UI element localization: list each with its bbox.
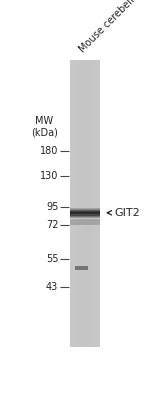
Bar <box>87 60 88 347</box>
Bar <box>70 60 71 347</box>
Bar <box>76 60 77 347</box>
Bar <box>70 216 100 217</box>
Bar <box>70 214 100 215</box>
Bar <box>77 60 79 347</box>
Bar <box>82 60 84 347</box>
Bar <box>75 266 88 270</box>
Bar <box>70 216 100 217</box>
Bar <box>70 60 100 347</box>
Bar <box>70 213 100 214</box>
Bar <box>96 60 97 347</box>
Bar <box>70 210 100 211</box>
Text: MW
(kDa): MW (kDa) <box>31 116 58 137</box>
Bar <box>85 60 87 347</box>
Text: GIT2: GIT2 <box>115 208 140 218</box>
Bar <box>70 208 100 209</box>
Bar <box>70 210 100 211</box>
Bar <box>70 209 100 210</box>
Bar <box>70 208 100 209</box>
Bar <box>74 60 76 347</box>
Text: 55: 55 <box>46 254 58 264</box>
Text: 95: 95 <box>46 202 58 212</box>
Bar <box>70 217 100 218</box>
Text: 130: 130 <box>40 171 58 181</box>
Bar <box>70 209 100 210</box>
Bar <box>81 60 82 347</box>
Bar <box>70 214 100 215</box>
Text: 43: 43 <box>46 282 58 292</box>
Bar <box>73 60 74 347</box>
Bar <box>97 60 99 347</box>
Bar <box>70 211 100 212</box>
Bar <box>70 212 100 213</box>
Bar <box>94 60 96 347</box>
Text: 72: 72 <box>46 220 58 230</box>
Text: Mouse cerebellum: Mouse cerebellum <box>77 0 148 54</box>
Text: 180: 180 <box>40 146 58 156</box>
Bar <box>70 215 100 216</box>
Bar <box>71 60 73 347</box>
Bar <box>84 60 85 347</box>
Bar <box>79 60 81 347</box>
Bar <box>91 60 93 347</box>
Bar <box>93 60 94 347</box>
Bar <box>99 60 100 347</box>
Bar <box>90 60 91 347</box>
Bar <box>70 212 100 213</box>
Bar <box>88 60 90 347</box>
Bar <box>70 219 100 225</box>
